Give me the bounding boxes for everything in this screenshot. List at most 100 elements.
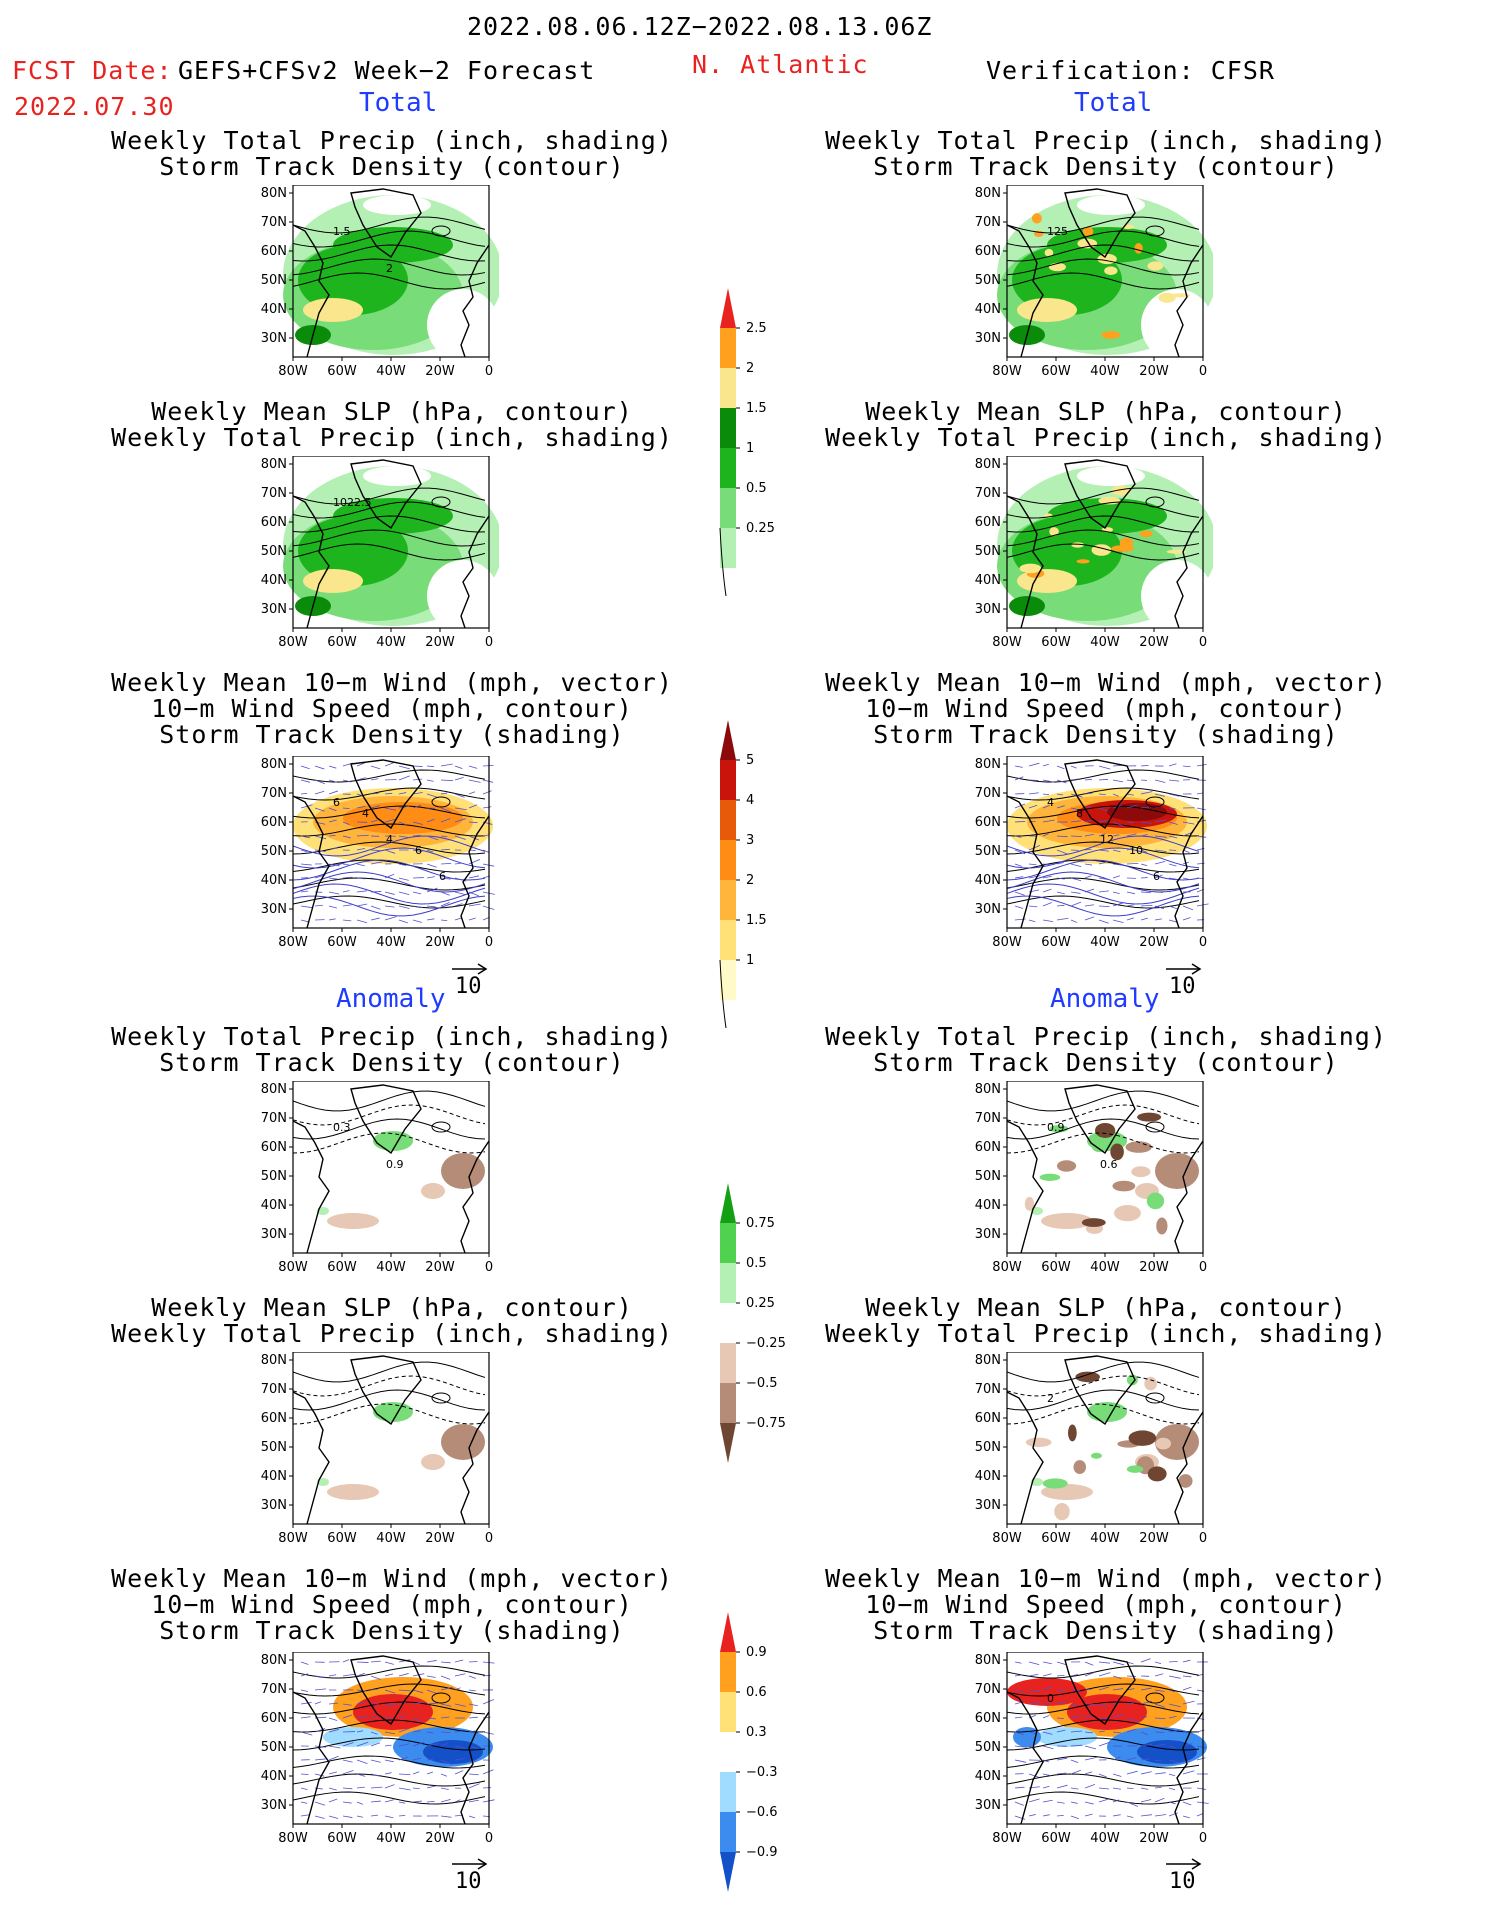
wind-vector xyxy=(1126,793,1134,796)
colorbar: 5 4 3 2 1.5 1 xyxy=(719,720,767,1029)
wind-vector xyxy=(384,807,397,811)
wind-vector xyxy=(1126,891,1136,895)
wind-vector xyxy=(426,779,434,782)
wind-vector xyxy=(412,1741,425,1747)
contour-label: 0.6 xyxy=(1100,1158,1118,1171)
wind-vector xyxy=(1042,1785,1050,1789)
wind-vector xyxy=(342,863,350,866)
wind-vector xyxy=(1042,1799,1053,1803)
wind-vector xyxy=(454,1703,466,1707)
shading-region xyxy=(1073,1460,1086,1475)
map-plot-area: 0.3 0.9 80N 70N 60N 50N 40N 30N 80W 60W 40W 20W 0 xyxy=(261,1080,493,1275)
colorbar-label: 1 xyxy=(746,441,754,456)
wind-vector xyxy=(384,1731,396,1735)
colorbar-label: 4 xyxy=(746,793,754,808)
lon-tick-label: 60W xyxy=(327,1260,357,1275)
reference-vector-label: 10 xyxy=(455,974,482,999)
lat-tick-label: 50N xyxy=(975,544,1001,559)
wind-vector xyxy=(398,891,410,896)
wind-vector xyxy=(454,1730,462,1733)
wind-vector xyxy=(1154,860,1166,865)
lat-tick-label: 40N xyxy=(261,1769,287,1784)
shading-region xyxy=(1081,1218,1106,1227)
wind-vector xyxy=(1028,875,1041,879)
shading-region xyxy=(1044,248,1054,257)
wind-vector xyxy=(1168,1759,1181,1764)
wind-vector xyxy=(454,1687,461,1691)
wind-vector xyxy=(1168,821,1178,825)
europe-coastline xyxy=(460,1411,490,1525)
contour-line xyxy=(292,835,486,857)
lon-tick-label: 20W xyxy=(425,1831,455,1846)
map-figure: 80N 70N 60N 50N 40N 30N 80W 60W 40W 20W 0 xyxy=(261,1351,493,1546)
lat-tick-label: 60N xyxy=(261,515,287,530)
wind-vector xyxy=(412,1787,420,1790)
wind-vector xyxy=(398,1801,406,1804)
wind-vector xyxy=(412,792,423,795)
wind-vector xyxy=(1070,901,1082,907)
contour-line xyxy=(292,877,486,891)
verification-label: Verification: CFSR xyxy=(986,56,1275,85)
wind-vector xyxy=(342,876,353,879)
wind-vector xyxy=(328,1729,339,1733)
wind-vector xyxy=(412,834,421,837)
wind-vector xyxy=(1140,806,1150,809)
wind-vector xyxy=(426,1717,437,1720)
wind-vector xyxy=(1028,863,1037,866)
wind-vector xyxy=(398,805,410,809)
north-america-coastline xyxy=(1006,795,1044,929)
shading-region xyxy=(1141,289,1213,361)
shading-region xyxy=(1087,1402,1127,1422)
wind-vector xyxy=(1042,763,1049,767)
panel-title: Weekly Mean SLP (hPa, contour) Weekly Tot… xyxy=(111,1293,673,1348)
wind-vector xyxy=(1140,1787,1149,1790)
wind-vector xyxy=(1028,1661,1040,1666)
lat-tick-label: 30N xyxy=(975,602,1001,617)
contour-label: 12 xyxy=(1100,833,1114,846)
lat-tick-label: 40N xyxy=(975,302,1001,317)
wind-vector xyxy=(482,779,494,783)
map-panel: 6 4 6 4 6 80N 70N 60N 50N 40N 30N 80W 60W 40W 20W 0 xyxy=(243,755,499,966)
wind-vector xyxy=(1154,874,1163,879)
colorbar-label: 5 xyxy=(746,753,754,768)
iceland-coastline xyxy=(1145,796,1165,808)
wind-vector xyxy=(1084,904,1095,907)
wind-vector xyxy=(1154,1759,1162,1762)
contour-line xyxy=(1006,529,1200,547)
greenland-coastline xyxy=(350,1084,422,1155)
wind-vector xyxy=(1042,1745,1054,1750)
map-figure: 125 80N 70N 60N 50N 40N 30N 80W 60W 40W 20W 0 xyxy=(975,184,1217,379)
north-america-coastline xyxy=(292,795,330,929)
wind-vector xyxy=(468,1815,476,1819)
europe-coastline xyxy=(1174,244,1204,358)
wind-vector xyxy=(384,1784,395,1789)
colorbar-label: 0.75 xyxy=(746,1216,775,1231)
shading-region xyxy=(1156,1217,1168,1235)
wind-vector xyxy=(1084,1661,1094,1666)
colorbar-label: 0.5 xyxy=(746,1256,767,1271)
wind-vector xyxy=(300,1661,309,1665)
wind-vector xyxy=(1084,778,1092,781)
lat-tick-label: 70N xyxy=(261,786,287,801)
contour-line xyxy=(1006,230,1200,248)
lat-tick-label: 70N xyxy=(975,1682,1001,1697)
lat-tick-label: 80N xyxy=(261,457,287,472)
wind-vector xyxy=(1168,1703,1181,1708)
lon-tick-label: 80W xyxy=(992,1531,1022,1546)
contour-line xyxy=(292,1104,486,1126)
lat-tick-label: 50N xyxy=(261,273,287,288)
wind-vector xyxy=(468,903,481,907)
contour-line xyxy=(292,895,486,917)
wind-vector xyxy=(1140,791,1153,795)
shading-region xyxy=(1128,1430,1157,1446)
colorbar: 0.9 0.6 0.3 −0.3 −0.6 −0.9 xyxy=(720,1612,778,1892)
wind-vector xyxy=(1154,918,1162,921)
wind-vector xyxy=(328,1717,338,1721)
contour-line xyxy=(1006,1104,1200,1126)
colorbar-label: 2.5 xyxy=(746,321,767,336)
colorbar-segment xyxy=(720,1423,736,1463)
wind-vector xyxy=(1070,919,1078,923)
wind-vector xyxy=(1056,1701,1067,1705)
section-total-right: Total xyxy=(1074,88,1153,118)
lon-tick-label: 0 xyxy=(1199,935,1207,950)
